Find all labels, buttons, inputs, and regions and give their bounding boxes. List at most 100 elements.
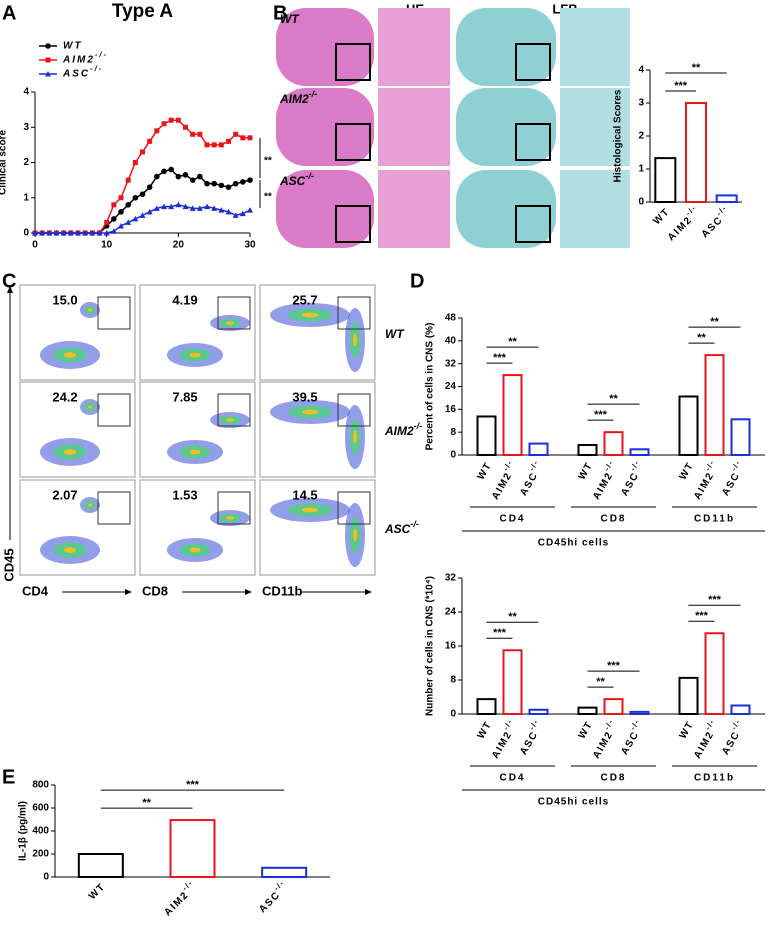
he-zoom <box>378 170 450 248</box>
cell-population <box>302 507 318 513</box>
point <box>118 209 124 215</box>
gate <box>217 491 251 525</box>
significance-label: *** <box>594 409 608 421</box>
point <box>196 205 203 211</box>
cell-population <box>302 312 318 318</box>
y-tick-label: 24 <box>445 607 457 618</box>
lfb-zoom <box>560 170 630 248</box>
point <box>161 168 167 175</box>
point <box>53 230 60 236</box>
point <box>39 230 46 236</box>
arrow-head <box>245 589 252 595</box>
bar <box>261 866 308 878</box>
lfb-zoom <box>560 8 630 86</box>
point <box>247 135 253 141</box>
bar <box>528 708 549 715</box>
point <box>60 230 67 236</box>
point <box>45 43 51 49</box>
significance-label: ** <box>596 676 605 688</box>
lfb-section <box>456 88 556 166</box>
point <box>111 202 117 208</box>
gate <box>97 393 131 427</box>
x-axis-label: CD8 <box>142 583 168 598</box>
zoom-box <box>515 43 551 81</box>
gate-percentage: 1.53 <box>172 487 197 502</box>
gate-percentage: 24.2 <box>52 389 77 404</box>
group-label: CD8 <box>600 773 626 784</box>
point <box>46 230 53 236</box>
point <box>232 180 239 187</box>
point <box>239 210 246 217</box>
y-tick-label: 0 <box>450 709 456 720</box>
point <box>139 191 146 198</box>
series-line <box>35 168 251 234</box>
point <box>146 184 153 190</box>
point <box>175 117 181 123</box>
y-tick-label: 4 <box>638 65 644 76</box>
lfb-section <box>456 170 556 248</box>
point <box>32 230 38 236</box>
point <box>118 195 124 201</box>
x-tick-label: AIM2-/- <box>159 878 199 918</box>
zoom-box <box>335 123 371 161</box>
row-label: AIM2-/- <box>384 421 422 438</box>
point <box>197 131 203 137</box>
point <box>211 180 217 187</box>
point <box>132 160 138 165</box>
point <box>161 121 167 127</box>
x-tick-label: ASC-/- <box>254 878 291 915</box>
panel-label: A <box>2 2 16 24</box>
x-tick-label: ASC-/- <box>515 458 547 498</box>
cell-population <box>189 547 201 553</box>
bar <box>629 710 650 715</box>
arrow-head <box>7 286 13 293</box>
arrow-head <box>365 589 372 595</box>
bar <box>577 444 598 456</box>
point <box>189 177 196 183</box>
cell-population <box>88 308 92 312</box>
point <box>211 142 217 148</box>
point <box>218 207 225 213</box>
cell-population <box>189 449 201 455</box>
he-zoom <box>378 88 450 166</box>
bar <box>629 448 650 456</box>
x-tick-label: WT <box>476 719 495 741</box>
bar <box>476 698 497 715</box>
significance-label: *** <box>607 660 621 672</box>
point <box>146 208 153 215</box>
significance-label: ** <box>508 336 517 348</box>
y-tick-label: 16 <box>445 404 457 415</box>
chart-title: Type A <box>112 1 174 22</box>
y-tick-label: 0 <box>23 228 29 239</box>
y-tick-label: 40 <box>445 335 457 346</box>
y-axis-label: IL-1β (pg/ml) <box>18 801 29 861</box>
point <box>247 207 253 213</box>
significance-label: ** <box>264 192 272 203</box>
bar <box>528 442 549 457</box>
cell-population <box>226 418 234 422</box>
point <box>96 230 103 236</box>
significance-label: ** <box>710 316 719 328</box>
y-axis-label: Number of cells in CNS (*10⁴) <box>425 576 436 716</box>
he-section <box>276 170 374 248</box>
x-tick-label: ASC-/- <box>697 203 734 240</box>
cell-population <box>64 547 76 553</box>
point <box>182 203 189 210</box>
y-axis-label: Clinical score <box>0 130 9 195</box>
lfb-section <box>456 8 556 86</box>
zoom-box <box>335 205 371 243</box>
cell-population <box>88 405 92 409</box>
point <box>204 203 210 210</box>
subtitle: CD45hi cells <box>538 797 609 808</box>
point <box>232 212 239 218</box>
significance-label: *** <box>695 610 709 622</box>
point <box>132 194 139 201</box>
point <box>45 71 51 77</box>
point <box>168 117 174 123</box>
y-tick-label: 0 <box>43 872 49 883</box>
point <box>175 173 182 180</box>
y-tick-label: 2 <box>23 157 29 168</box>
point <box>139 212 146 218</box>
point <box>240 179 246 185</box>
